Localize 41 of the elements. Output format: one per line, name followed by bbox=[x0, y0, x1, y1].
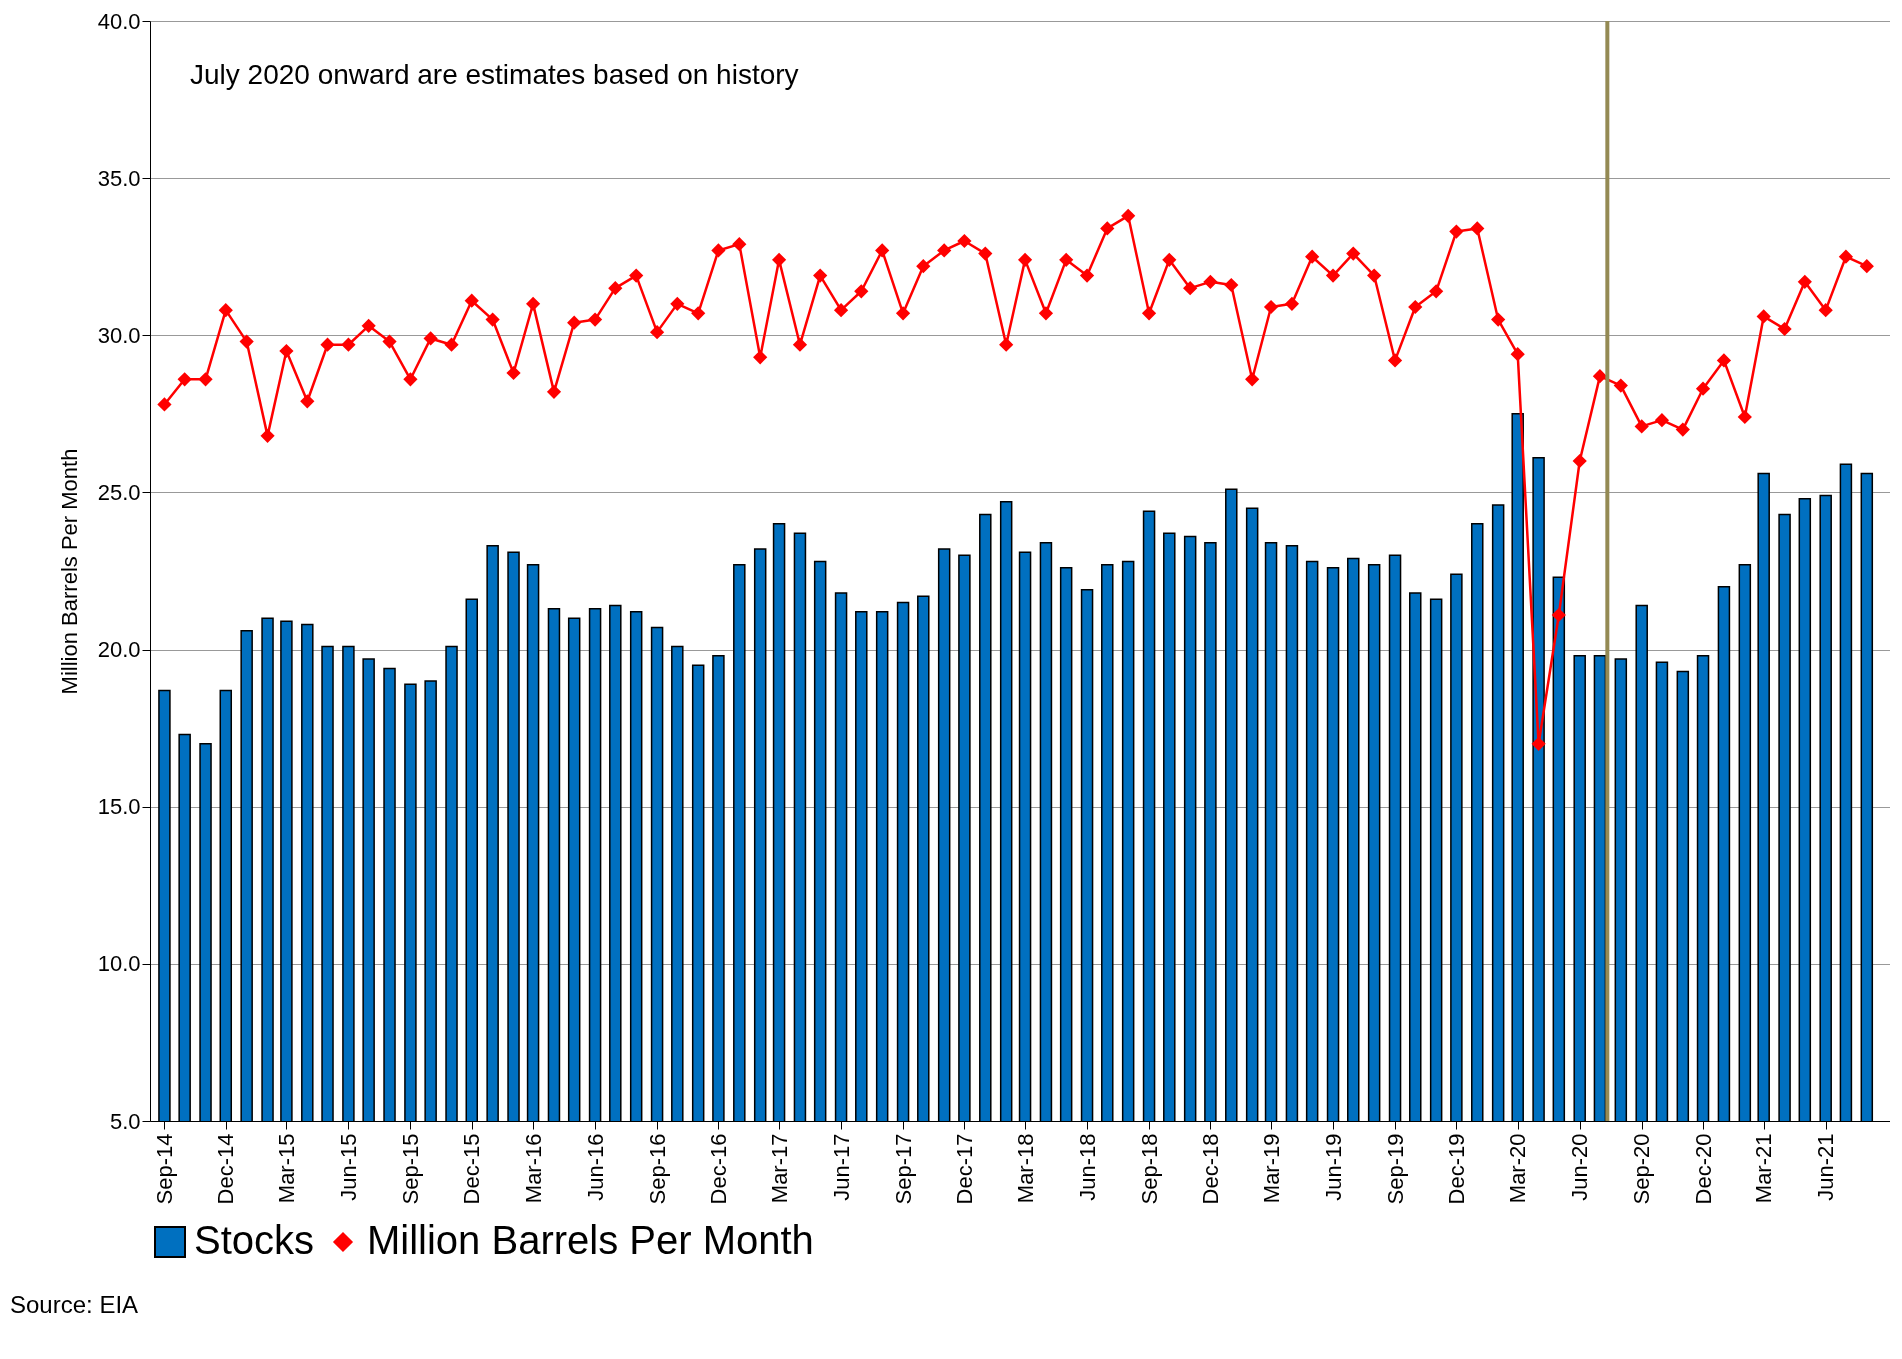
y-tick-label: 10.0 bbox=[97, 951, 141, 977]
x-tick-label: Mar-20 bbox=[1505, 1133, 1531, 1204]
x-tick-label: Mar-21 bbox=[1751, 1133, 1777, 1204]
x-tick-label: Sep-16 bbox=[644, 1133, 670, 1205]
y-tick-label: 20.0 bbox=[97, 637, 141, 663]
x-tick-label: Mar-18 bbox=[1012, 1133, 1038, 1204]
y-tick-label: 40.0 bbox=[97, 8, 141, 34]
x-tick-label: Mar-17 bbox=[766, 1133, 792, 1204]
x-tick-label: Jun-21 bbox=[1813, 1133, 1839, 1201]
y-tick-label: 35.0 bbox=[97, 165, 141, 191]
x-tick-label: Jun-18 bbox=[1074, 1133, 1100, 1201]
x-tick-label: Sep-18 bbox=[1136, 1133, 1162, 1205]
legend-label: Million Barrels Per Month bbox=[367, 1218, 814, 1262]
source-note: Source: EIA bbox=[10, 1291, 139, 1318]
x-tick-label: Mar-19 bbox=[1258, 1133, 1284, 1204]
annotation: July 2020 onward are estimates based on history bbox=[190, 59, 799, 90]
x-tick-label: Dec-18 bbox=[1197, 1133, 1223, 1205]
x-tick-label: Sep-14 bbox=[151, 1133, 177, 1205]
y-tick-label: 25.0 bbox=[97, 479, 141, 505]
x-tick-label: Mar-16 bbox=[520, 1133, 546, 1204]
x-tick-label: Dec-15 bbox=[459, 1133, 485, 1205]
x-tick-label: Mar-15 bbox=[273, 1133, 299, 1204]
x-tick-label: Jun-15 bbox=[335, 1133, 361, 1201]
x-tick-label: Jun-16 bbox=[582, 1133, 608, 1201]
x-tick-label: Dec-16 bbox=[705, 1133, 731, 1205]
y-axis-title: Million Barrels Per Month bbox=[56, 448, 82, 695]
x-tick-label: Dec-14 bbox=[213, 1133, 239, 1205]
x-tick-label: Jun-20 bbox=[1567, 1133, 1593, 1201]
x-tick-label: Sep-17 bbox=[890, 1133, 916, 1205]
y-tick-label: 15.0 bbox=[97, 794, 141, 820]
x-tick-label: Sep-15 bbox=[397, 1133, 423, 1205]
y-tick-label: 5.0 bbox=[109, 1108, 141, 1134]
x-tick-label: Sep-19 bbox=[1382, 1133, 1408, 1205]
x-tick-label: Dec-17 bbox=[951, 1133, 977, 1205]
x-tick-label: Dec-19 bbox=[1443, 1133, 1469, 1205]
x-tick-label: Sep-20 bbox=[1629, 1133, 1655, 1205]
x-tick-label: Dec-20 bbox=[1690, 1133, 1716, 1205]
y-tick-label: 30.0 bbox=[97, 322, 141, 348]
legend-label: Stocks bbox=[194, 1218, 315, 1262]
x-tick-label: Jun-17 bbox=[828, 1133, 854, 1201]
x-tick-label: Jun-19 bbox=[1320, 1133, 1346, 1201]
